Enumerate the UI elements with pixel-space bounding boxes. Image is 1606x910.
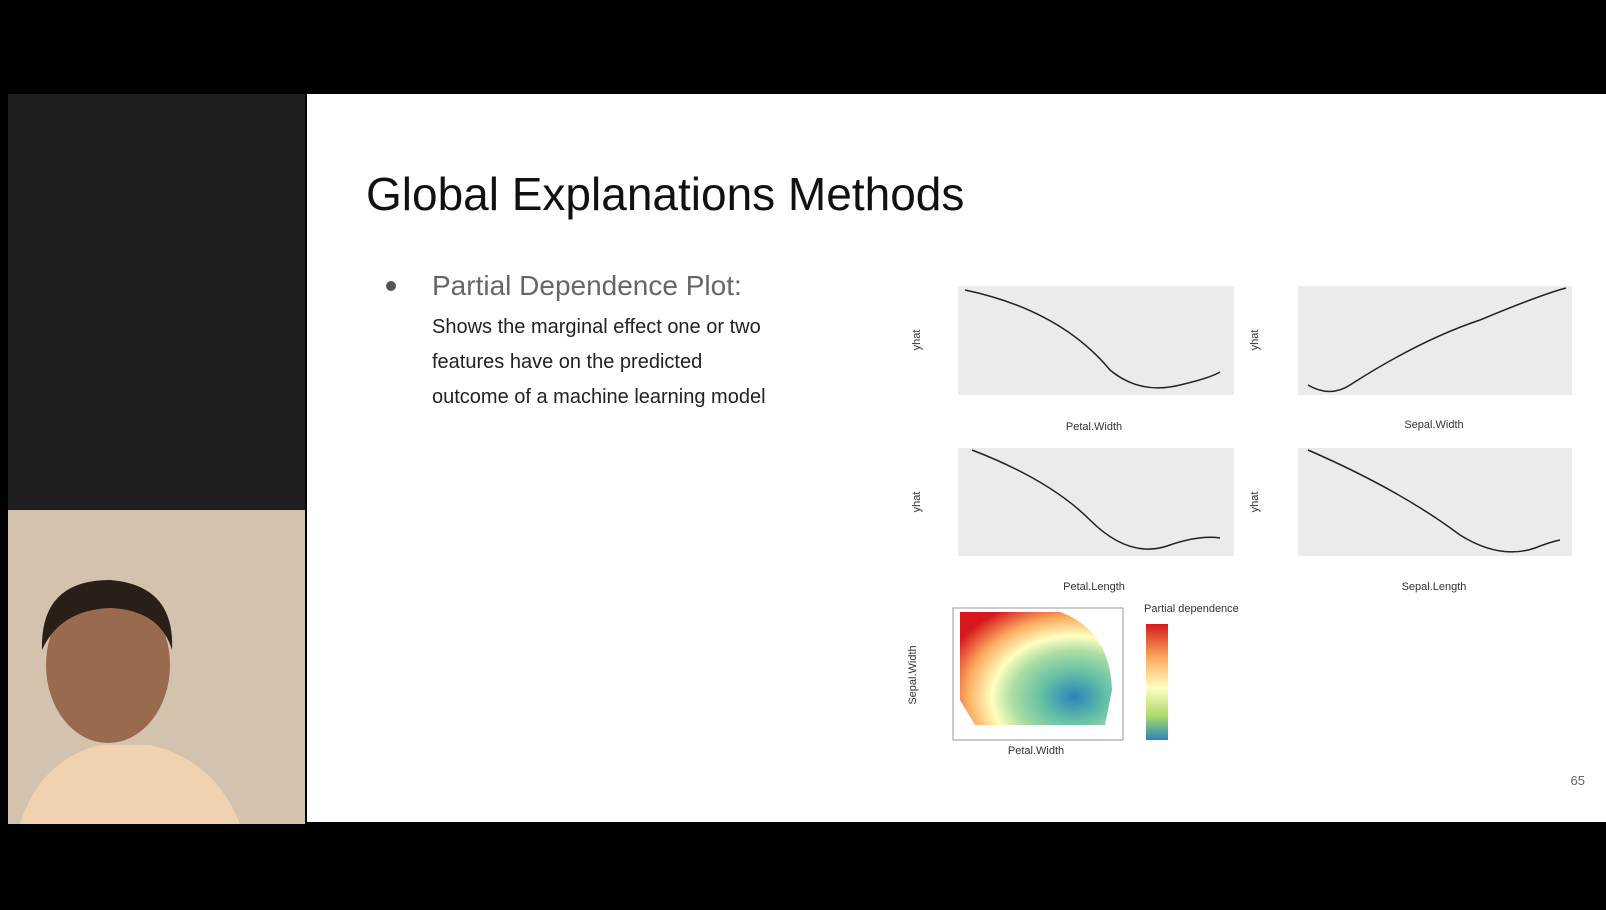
color-bar	[1146, 624, 1168, 740]
page-number: 65	[1571, 773, 1585, 788]
bullet-text: Shows the marginal effect one or two	[432, 316, 761, 338]
legend-title: Partial dependence	[1144, 603, 1239, 615]
bullet-heading: Partial Dependence Plot:	[432, 270, 742, 301]
y-axis-label: yhat	[1249, 330, 1261, 351]
x-axis-label: Petal.Length	[1063, 581, 1125, 593]
y-axis-label: Sepal.Width	[907, 645, 919, 704]
x-axis-label: Sepal.Width	[1404, 419, 1463, 431]
side-panel	[8, 94, 305, 510]
bullet-text: outcome of a machine learning model	[432, 386, 766, 408]
bullet-text: features have on the predicted	[432, 351, 702, 373]
y-axis-label: yhat	[1249, 492, 1261, 513]
slide-title: Global Explanations Methods	[366, 168, 964, 220]
y-axis-label: yhat	[911, 330, 923, 351]
plot-panel	[1298, 286, 1572, 395]
video-frame: Global Explanations Methods Partial Depe…	[0, 0, 1606, 910]
x-axis-label: Petal.Width	[1066, 421, 1122, 433]
plot-panel	[958, 286, 1234, 395]
page: Global Explanations Methods Partial Depe…	[0, 0, 1606, 910]
x-axis-label: Petal.Width	[1008, 745, 1064, 757]
y-axis-label: yhat	[911, 492, 923, 513]
x-axis-label: Sepal.Length	[1402, 581, 1467, 593]
bullet-dot	[386, 281, 396, 291]
